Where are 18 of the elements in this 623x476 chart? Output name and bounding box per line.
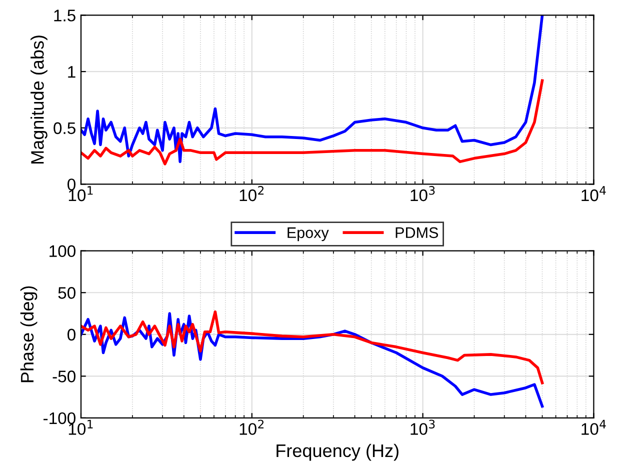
x-tick-label: 10$^{3}$ [410,186,435,202]
x-tick-label: 10$^{3}$ [410,420,435,435]
y-tick-label: 1.5 [54,10,76,22]
y-tick-label: 0.5 [54,122,76,134]
y-axis-title: Phase (deg) [20,286,38,382]
x-axis-title: Frequency (Hz) [276,444,398,461]
x-tick-label: 10$^{4}$ [582,186,606,202]
legend-label: Epoxy [288,227,329,242]
y-tick-label: 0 [68,328,76,341]
y-tick-label: -50 [52,370,76,382]
y-tick-label: 100 [50,245,76,258]
y-tick-label: 50 [58,287,76,299]
y-axis-title: Magnitude (abs) [30,36,48,164]
y-tick-label: 1 [68,66,76,78]
x-tick-label: 10$^{2}$ [240,186,264,202]
legend-label: PDMS [396,227,438,238]
x-tick-label: 10$^{2}$ [240,420,264,435]
x-tick-label: 10$^{4}$ [582,420,606,435]
